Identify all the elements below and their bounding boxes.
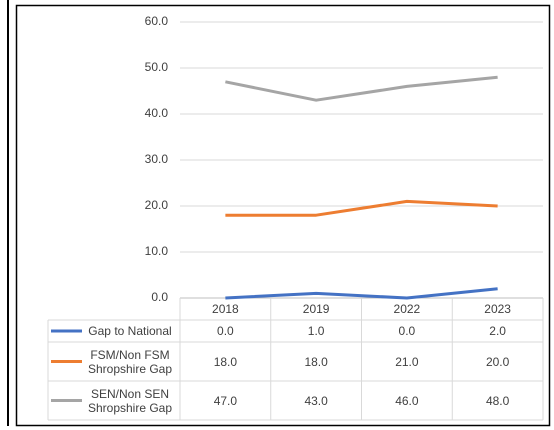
- legend-label: Gap to National: [88, 324, 172, 338]
- legend-label: FSM/Non FSM Shropshire Gap: [87, 347, 173, 376]
- y-tick-label: 0.0: [151, 290, 168, 304]
- x-tick-label: 2023: [484, 302, 511, 316]
- y-tick-label: 40.0: [145, 106, 169, 120]
- series-line: [225, 287, 498, 300]
- x-tick-label: 2018: [212, 302, 239, 316]
- x-tick-label: 2019: [302, 302, 330, 316]
- legend-label: SEN/Non SEN Shropshire Gap: [87, 386, 173, 415]
- value-label: 2.0: [489, 324, 506, 338]
- series-line: [225, 75, 498, 102]
- chart-border: [15, 4, 551, 427]
- value-label: 46.0: [395, 393, 419, 408]
- series-line: [225, 199, 498, 217]
- value-label: 0.0: [398, 324, 416, 338]
- value-label: 47.0: [213, 393, 238, 408]
- value-label: 18.0: [304, 354, 328, 369]
- value-label: 18.0: [213, 354, 238, 369]
- x-tick-label: 2022: [393, 302, 421, 316]
- y-tick-label: 20.0: [145, 198, 169, 212]
- value-label: 20.0: [485, 354, 510, 369]
- y-tick-label: 50.0: [145, 60, 169, 74]
- y-tick-label: 60.0: [145, 14, 169, 28]
- value-label: 48.0: [485, 393, 510, 408]
- value-label: 0.0: [217, 324, 234, 338]
- value-label: 21.0: [395, 354, 419, 369]
- y-tick-label: 10.0: [145, 244, 169, 258]
- y-tick-label: 30.0: [145, 152, 169, 166]
- value-label: 43.0: [304, 393, 328, 408]
- value-label: 1.0: [307, 324, 325, 338]
